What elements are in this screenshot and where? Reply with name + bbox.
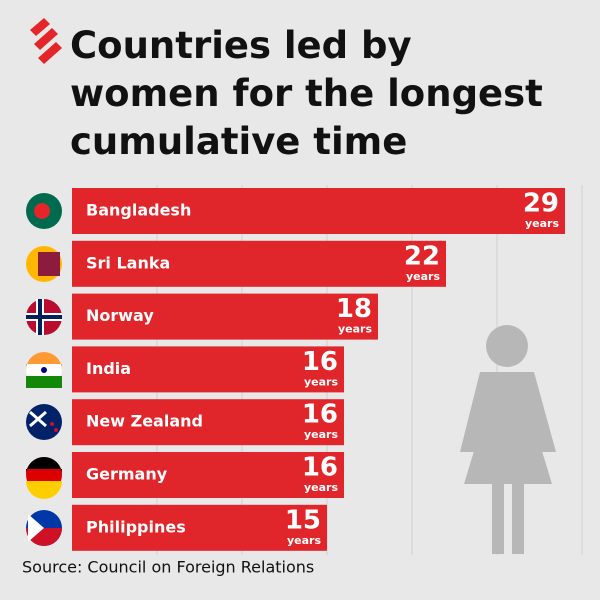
chart-title-line: cumulative time xyxy=(70,120,407,163)
unit-label: years xyxy=(525,217,559,230)
unit-label: years xyxy=(304,375,338,388)
category-label: Sri Lanka xyxy=(86,253,170,272)
category-label: India xyxy=(86,359,131,378)
unit-label: years xyxy=(287,534,321,547)
category-label: New Zealand xyxy=(86,412,203,431)
bar xyxy=(72,346,344,393)
unit-label: years xyxy=(338,323,372,336)
source: Source: Council on Foreign Relations xyxy=(22,558,314,577)
value-label: 16 xyxy=(302,347,338,377)
woman-icon xyxy=(460,325,556,554)
category-label: Bangladesh xyxy=(86,201,191,220)
value-label: 16 xyxy=(302,453,338,483)
category-label: Norway xyxy=(86,306,154,325)
bar xyxy=(72,240,446,287)
bar xyxy=(72,188,565,234)
unit-label: years xyxy=(304,428,338,441)
value-label: 15 xyxy=(285,505,321,535)
value-label: 29 xyxy=(523,189,559,219)
unit-label: years xyxy=(406,270,440,283)
value-label: 22 xyxy=(404,241,440,271)
chart-title-line: women for the longest xyxy=(70,72,543,115)
chart-title-line: Countries led by xyxy=(70,24,412,67)
category-label: Germany xyxy=(86,465,168,484)
bar xyxy=(72,399,344,446)
bar xyxy=(72,293,378,340)
bar xyxy=(72,504,327,551)
logo xyxy=(30,18,62,64)
unit-label: years xyxy=(304,481,338,494)
category-label: Philippines xyxy=(86,517,186,536)
value-label: 16 xyxy=(302,400,338,430)
bar xyxy=(72,452,344,498)
flags xyxy=(26,193,62,546)
value-label: 18 xyxy=(336,294,372,324)
